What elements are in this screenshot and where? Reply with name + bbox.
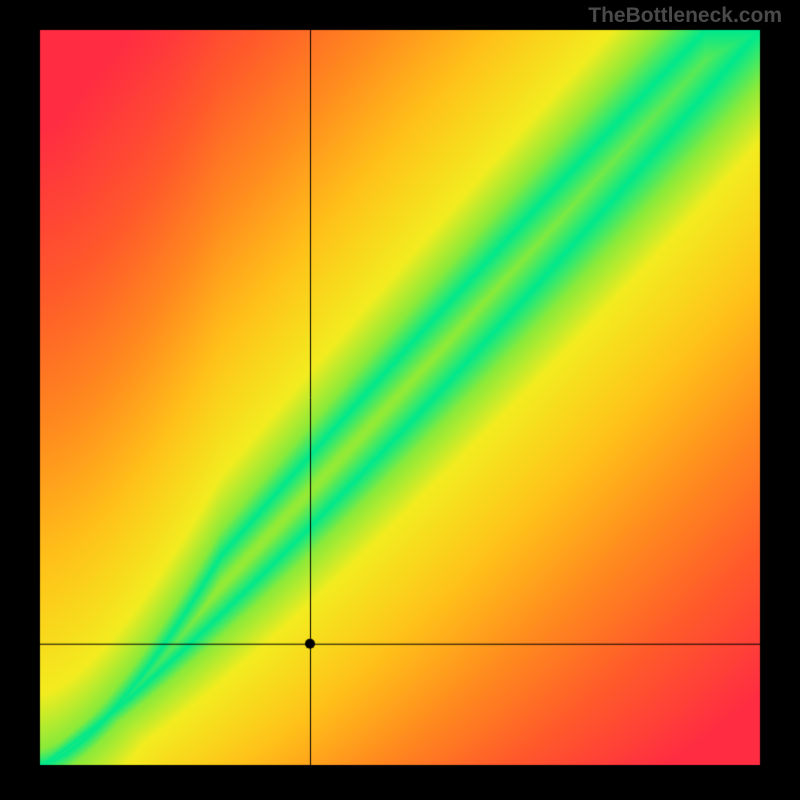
bottleneck-heatmap — [0, 0, 800, 800]
watermark-text: TheBottleneck.com — [588, 4, 782, 28]
chart-container: TheBottleneck.com — [0, 0, 800, 800]
